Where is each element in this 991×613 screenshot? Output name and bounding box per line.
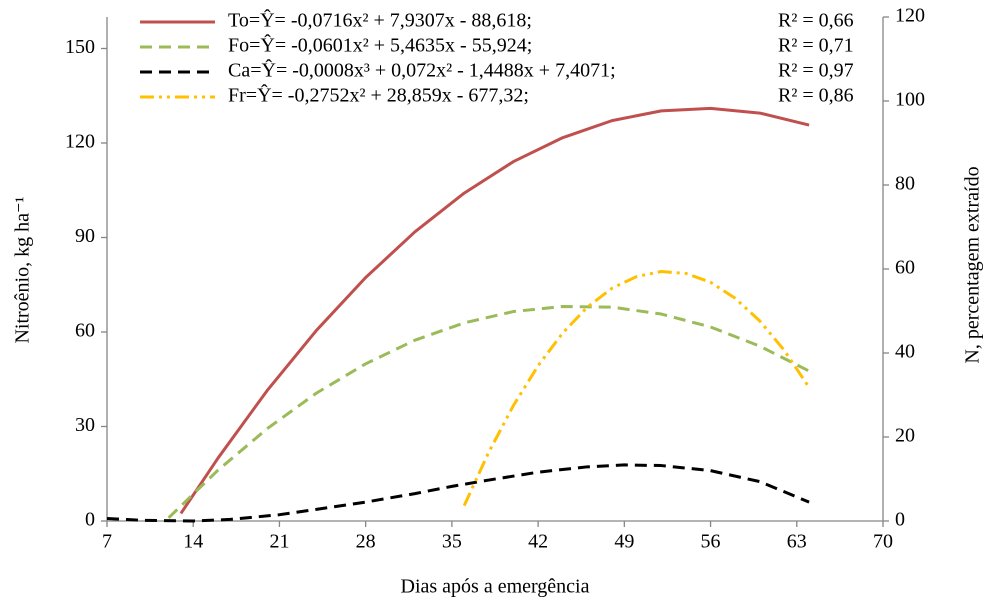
y2-tick-label: 40 bbox=[895, 341, 915, 363]
series-line bbox=[106, 463, 810, 523]
legend-r2: R² = 0,66 bbox=[778, 10, 854, 32]
x-tick-label: 42 bbox=[528, 531, 548, 553]
y2-tick-label: 60 bbox=[895, 257, 915, 279]
x-tick-label: 28 bbox=[356, 531, 376, 553]
y2-tick-label: 0 bbox=[895, 509, 905, 531]
legend-label: Fr=Ŷ= -0,2752x² + 28,859x - 677,32; bbox=[228, 84, 529, 107]
legend-label: Fo=Ŷ= -0,0601x² + 5,4635x - 55,924; bbox=[228, 34, 532, 57]
y2-tick-label: 20 bbox=[895, 425, 915, 447]
x-tick-label: 7 bbox=[102, 531, 112, 553]
legend-r2: R² = 0,86 bbox=[778, 85, 854, 107]
y-tick-label: 60 bbox=[75, 320, 95, 342]
x-tick-label: 70 bbox=[873, 531, 893, 553]
x-axis-label: Dias após a emergência bbox=[401, 576, 590, 598]
y-tick-label: 90 bbox=[75, 225, 95, 247]
series-line bbox=[462, 270, 811, 507]
series-line bbox=[167, 304, 810, 519]
y2-tick-label: 100 bbox=[895, 89, 925, 111]
x-tick-label: 21 bbox=[269, 531, 289, 553]
x-tick-label: 63 bbox=[787, 531, 807, 553]
legend-r2: R² = 0,97 bbox=[778, 60, 854, 82]
x-tick-label: 35 bbox=[442, 531, 462, 553]
y-tick-label: 120 bbox=[65, 131, 95, 153]
y-tick-label: 30 bbox=[75, 414, 95, 436]
x-tick-label: 14 bbox=[183, 531, 203, 553]
y-tick-label: 150 bbox=[65, 36, 95, 58]
y-tick-label: 0 bbox=[85, 509, 95, 531]
y2-axis-label: N, percentagem extraído bbox=[962, 166, 984, 363]
legend-label: Ca=Ŷ= -0,0008x³ + 0,072x² - 1,4488x + 7,… bbox=[228, 59, 616, 82]
y-axis-label: Nitroênio, kg ha⁻¹ bbox=[12, 196, 34, 343]
x-tick-label: 49 bbox=[614, 531, 634, 553]
x-tick-label: 56 bbox=[701, 531, 721, 553]
y2-tick-label: 120 bbox=[895, 5, 925, 27]
legend-r2: R² = 0,71 bbox=[778, 35, 854, 57]
series-line bbox=[179, 106, 810, 515]
legend-label: To=Ŷ= -0,0716x² + 7,9307x - 88,618; bbox=[228, 9, 532, 32]
y2-tick-label: 80 bbox=[895, 173, 915, 195]
